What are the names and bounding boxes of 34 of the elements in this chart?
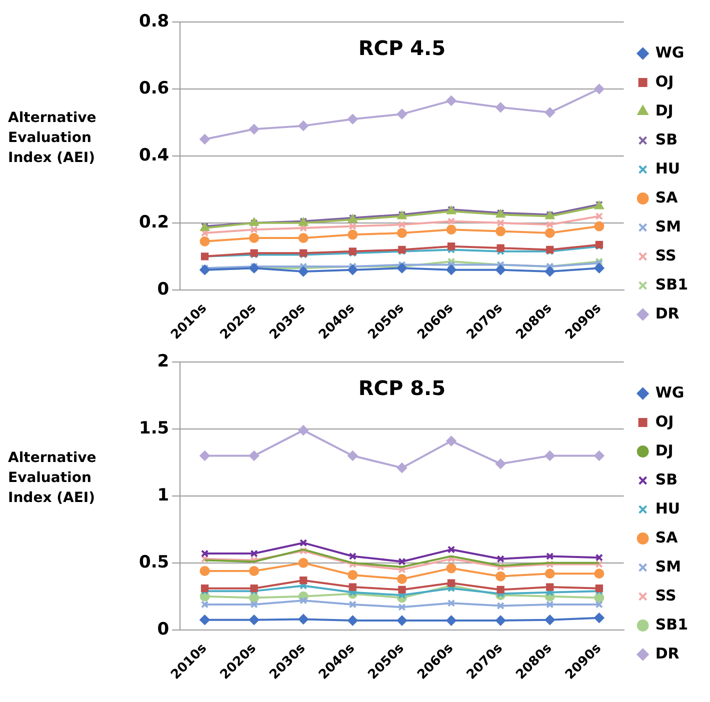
legend-label: WG (655, 43, 684, 62)
legend-label: DR (655, 644, 680, 662)
y-tick-label: 0 (157, 279, 170, 300)
legend-label: SM (655, 557, 682, 576)
y-axis-title: Alternative Evaluation Index (AEI) (8, 109, 98, 168)
legend-label: SA (655, 528, 678, 546)
legend-label: DJ (655, 441, 674, 460)
legend-label: SB1 (655, 615, 688, 634)
y-axis-title: Alternative Evaluation Index (AEI) (8, 449, 98, 508)
legend-label: DJ (655, 101, 674, 120)
legend-label: SB (655, 470, 678, 488)
y-tick-label: 0.2 (138, 212, 170, 232)
legend-label: OJ (655, 72, 674, 90)
y-tick-label: 1.5 (138, 418, 170, 438)
legend-label: SS (655, 246, 676, 264)
legend-label: SA (655, 188, 678, 206)
y-tick-label: 0.5 (138, 552, 170, 572)
legend-label: HU (655, 159, 680, 178)
text: RCP 8.5 (358, 376, 446, 400)
y-tick-label: 2 (157, 351, 170, 372)
legend-label: OJ (655, 412, 674, 430)
legend-label: SB1 (655, 275, 688, 294)
legend-label: WG (655, 383, 684, 402)
legend-label: DR (655, 304, 680, 322)
legend-label: SS (655, 586, 676, 604)
legend-label: SB (655, 130, 678, 148)
y-tick-label: 0.4 (138, 145, 170, 166)
y-tick-label: 0 (157, 619, 170, 640)
y-tick-label: 0.6 (138, 78, 170, 98)
y-tick-label: 1 (157, 485, 170, 506)
legend-label: HU (655, 499, 680, 518)
text: RCP 4.5 (358, 36, 446, 60)
y-tick-label: 0.8 (138, 11, 170, 32)
legend-label: SM (655, 217, 682, 236)
